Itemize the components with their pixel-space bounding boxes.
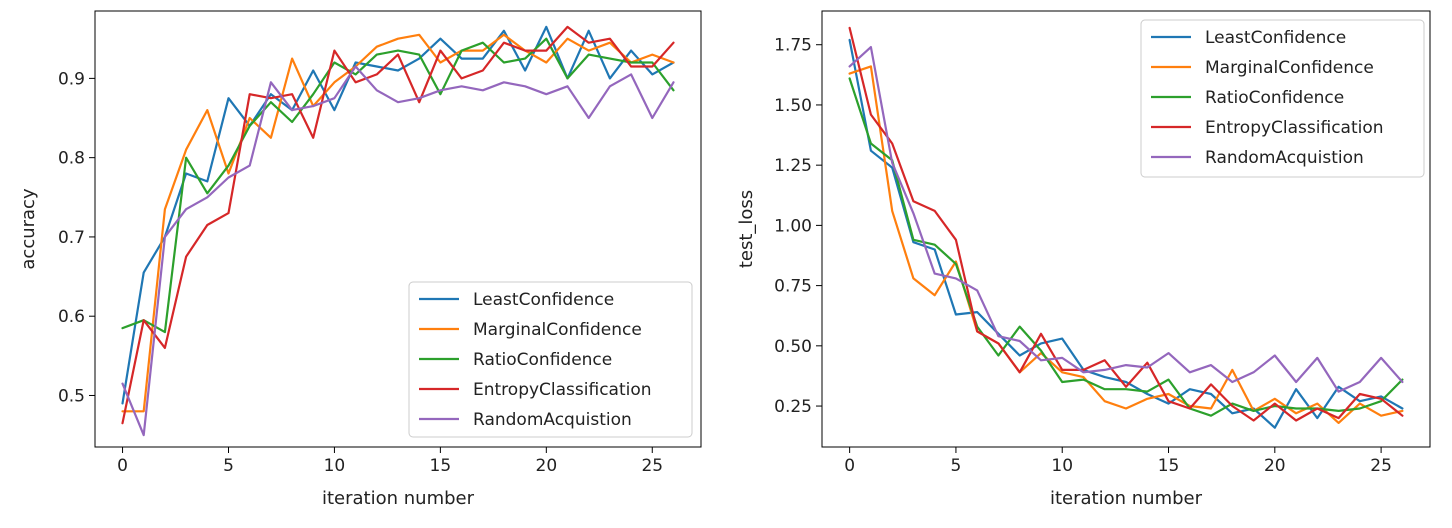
series-line-entropyclassification [848,26,1404,422]
series-line-entropyclassification [121,25,675,425]
x-tick-label: 0 [844,456,855,476]
x-axis-label: iteration number [322,488,475,509]
x-tick-label: 0 [117,456,128,476]
series-line-randomacquistion [121,65,675,437]
y-tick-label: 1.25 [774,156,812,176]
y-tick-label: 0.9 [58,69,85,89]
legend: LeastConfidence MarginalConfidence RatioCo… [1140,19,1425,178]
x-tick-label: 25 [641,456,663,476]
y-tick-label: 0.7 [58,228,85,248]
series-line-ratioconfidence [121,37,675,334]
accuracy-panel: 0 5 10 15 20 25 0.5 0.6 0.7 0.8 0.9 iteration numbe… [18,10,702,509]
x-tick-label: 10 [324,456,346,476]
legend-label-marginalconfidence: MarginalConfidence [473,320,642,340]
series-line-randomacquistion [848,45,1404,393]
legend-label-randomacquistion: RandomAcquistion [1205,148,1364,168]
y-tick-label: 1.50 [774,96,812,116]
legend: LeastConfidence MarginalConfidence RatioCo… [408,281,693,438]
legend-box [1140,19,1425,178]
legend-label-randomacquistion: RandomAcquistion [473,410,632,430]
y-axis-label: test_loss [736,190,757,268]
y-tick-label: 1.75 [774,36,812,56]
x-tick-label: 15 [430,456,452,476]
legend-label-entropyclassification: EntropyClassification [473,380,652,400]
y-tick-label: 0.6 [58,307,85,327]
legend-label-ratioconfidence: RatioConfidence [1205,88,1344,108]
test-loss-panel: 0 5 10 15 20 25 0.25 0.50 0.75 1.00 1.25 1.50 1.75 it… [736,10,1431,509]
y-tick-label: 0.25 [774,397,812,417]
y-tick-label: 0.8 [58,149,85,169]
x-tick-label: 25 [1370,456,1392,476]
legend-label-marginalconfidence: MarginalConfidence [1205,58,1374,78]
y-tick-label: 0.50 [774,337,812,357]
x-tick-label: 5 [223,456,234,476]
y-tick-label: 1.00 [774,216,812,236]
series-line-marginalconfidence [121,33,675,413]
x-tick-label: 5 [951,456,962,476]
legend-box [408,281,693,438]
legend-label-entropyclassification: EntropyClassification [1205,118,1384,138]
axes-frame [821,10,1431,448]
legend-label-ratioconfidence: RatioConfidence [473,350,612,370]
x-tick-label: 15 [1158,456,1180,476]
axes-frame [94,10,702,448]
x-tick-label: 20 [1264,456,1286,476]
y-axis-label: accuracy [18,188,39,270]
legend-label-leastconfidence: LeastConfidence [1205,28,1346,48]
x-axis-label: iteration number [1050,488,1203,509]
series-line-marginalconfidence [848,65,1404,424]
series-line-ratioconfidence [848,77,1404,417]
y-tick-label: 0.5 [58,386,85,406]
x-tick-label: 10 [1051,456,1073,476]
legend-label-leastconfidence: LeastConfidence [473,290,614,310]
y-tick-label: 0.75 [774,277,812,297]
x-tick-label: 20 [536,456,558,476]
